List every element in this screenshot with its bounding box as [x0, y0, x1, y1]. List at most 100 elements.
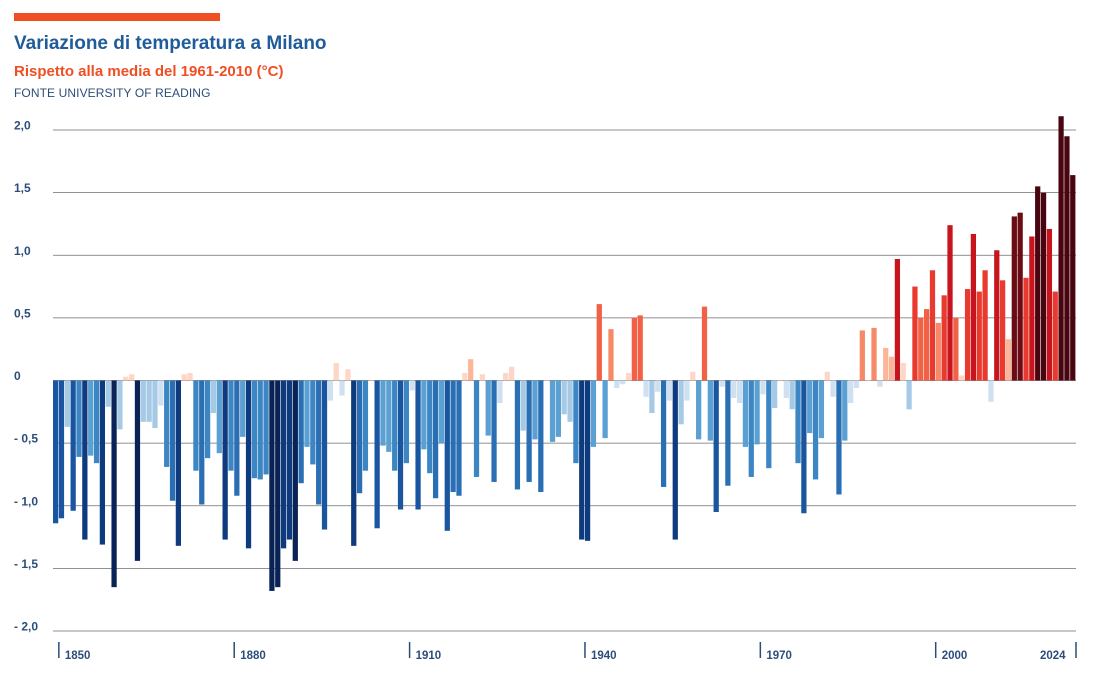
bar-1928	[514, 380, 521, 490]
bar-1870	[175, 380, 182, 546]
bar-1979	[812, 380, 819, 480]
bar-1929	[520, 380, 526, 431]
bar-2001	[941, 295, 947, 381]
bar-1892	[304, 380, 310, 447]
bar-1976	[795, 380, 801, 464]
bar-1917	[450, 380, 456, 492]
y-tick-label: - 1,5	[14, 557, 38, 571]
bar-1985	[848, 380, 854, 404]
bar-1868	[164, 380, 170, 467]
bar-1904	[374, 380, 380, 529]
bar-1886	[269, 380, 275, 591]
bar-1856	[93, 380, 100, 464]
bar-1855	[88, 380, 94, 456]
bar-1953	[660, 380, 667, 487]
y-tick-label: - 2,0	[14, 620, 38, 634]
bar-1930	[526, 380, 532, 482]
bar-1971	[766, 380, 772, 469]
bar-2017	[1035, 186, 1041, 381]
bar-1854	[82, 380, 88, 540]
bar-1999	[929, 270, 936, 381]
bar-1964	[725, 380, 731, 486]
bar-2012	[1005, 339, 1012, 381]
bar-1910	[409, 380, 415, 391]
bar-1993	[894, 259, 901, 381]
bar-1970	[760, 380, 766, 395]
bar-1978	[807, 380, 813, 434]
bar-1983	[836, 380, 842, 495]
bar-1941	[590, 380, 597, 447]
bar-1966	[736, 380, 743, 404]
bar-1849	[53, 380, 59, 524]
bar-1967	[742, 380, 749, 447]
bar-1898	[339, 380, 345, 396]
bar-1871	[181, 374, 187, 381]
bar-1859	[111, 380, 117, 588]
bar-2007	[976, 291, 982, 381]
bar-1921	[473, 380, 480, 477]
bar-2010	[994, 250, 1000, 381]
bar-1896	[327, 380, 333, 401]
bar-1968	[748, 380, 754, 477]
accent-bar	[14, 13, 220, 21]
bar-1903	[368, 380, 374, 382]
bar-1924	[491, 380, 497, 482]
x-tick-label: 1940	[591, 650, 617, 662]
bar-1958	[690, 371, 696, 381]
bar-1852	[70, 380, 76, 511]
bar-1935	[555, 380, 561, 437]
x-tick-label: 1970	[766, 650, 792, 662]
bar-1893	[310, 380, 316, 465]
y-tick-label: - 1,0	[14, 494, 38, 508]
bar-1994	[900, 362, 906, 381]
bar-1908	[397, 380, 404, 510]
bar-1885	[263, 380, 269, 475]
bar-1990	[877, 380, 883, 387]
bar-1900	[351, 380, 357, 546]
bar-1997	[918, 317, 924, 381]
bar-1920	[468, 359, 474, 381]
bar-1937	[567, 380, 573, 422]
bar-1944	[608, 329, 614, 381]
bar-1945	[614, 380, 620, 389]
bar-1977	[801, 380, 807, 514]
bar-1911	[415, 380, 421, 510]
bar-1962	[713, 380, 719, 513]
bar-1969	[754, 380, 760, 445]
bar-1984	[842, 380, 848, 441]
bar-1975	[789, 380, 795, 410]
bar-1873	[193, 380, 199, 471]
bar-1877	[216, 380, 222, 454]
bar-2009	[988, 380, 994, 402]
bar-1907	[392, 380, 398, 471]
chart-source: FONTE UNIVERSITY OF READING	[14, 86, 211, 100]
bar-1869	[169, 380, 176, 501]
bar-1940	[584, 380, 591, 541]
bar-1980	[818, 380, 825, 439]
axis-layer: 2,0 1,5 1,0 0,5 0 - 0,5 - 1,0 - 1,5 - 2,0 1850 188…	[14, 119, 1077, 662]
bar-1942	[596, 304, 602, 381]
bar-1880	[234, 380, 240, 496]
bar-1996	[912, 286, 918, 381]
bar-1927	[508, 366, 515, 381]
bar-1988	[865, 380, 871, 382]
y-tick-label: 0	[14, 369, 21, 383]
x-tick-label: 1850	[65, 650, 91, 662]
x-tick-label: 1910	[416, 650, 442, 662]
bar-2018	[1040, 192, 1047, 381]
bar-2020	[1052, 291, 1058, 381]
bar-1888	[280, 380, 287, 549]
bar-1982	[830, 380, 836, 397]
bar-1884	[257, 380, 263, 480]
bar-1995	[906, 380, 912, 410]
bar-1905	[380, 380, 386, 446]
bar-2006	[970, 233, 977, 381]
bar-1876	[210, 380, 217, 414]
bar-1981	[824, 371, 830, 381]
bar-1850	[58, 380, 65, 519]
bar-1857	[99, 380, 106, 545]
bar-2022	[1064, 136, 1070, 381]
bar-1901	[356, 380, 363, 494]
bar-1926	[503, 372, 509, 381]
